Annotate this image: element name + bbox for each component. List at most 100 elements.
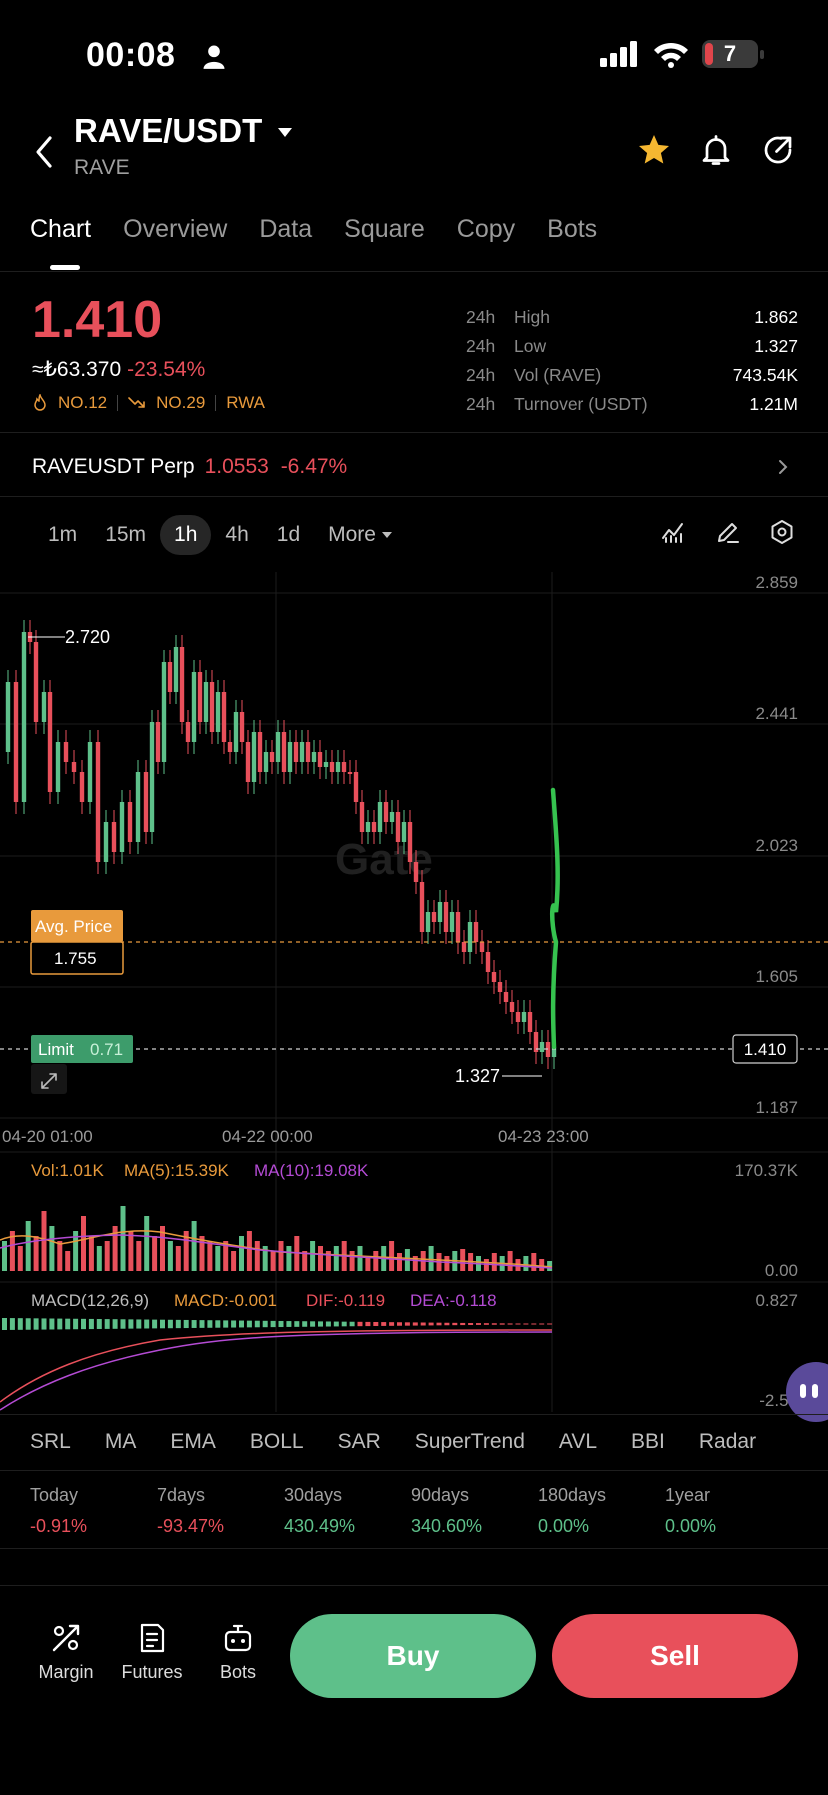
timeframe-1h[interactable]: 1h — [160, 515, 212, 555]
expand-icon[interactable] — [31, 1064, 67, 1094]
candle-body — [251, 732, 257, 782]
volume-bar — [223, 1241, 229, 1271]
volume-bar — [160, 1226, 165, 1271]
indicator-ema[interactable]: EMA — [170, 1430, 216, 1453]
volume-bar — [246, 1231, 252, 1271]
sector-tag[interactable]: RWA — [226, 393, 266, 412]
futures-label: Futures — [121, 1662, 183, 1682]
candle-body — [209, 682, 215, 732]
candle-body — [383, 802, 389, 822]
chevron-right-icon[interactable] — [776, 457, 790, 477]
timeframe-1d[interactable]: 1d — [276, 523, 301, 546]
candle-body — [111, 822, 117, 852]
volume-bar — [460, 1249, 466, 1271]
assistant-bubble[interactable] — [786, 1362, 828, 1422]
candle-body — [127, 802, 133, 842]
futures-icon — [140, 1623, 165, 1653]
candle-body — [33, 642, 39, 722]
macd-bar — [152, 1319, 158, 1329]
volume-bar — [73, 1231, 79, 1271]
macd-bar — [468, 1323, 474, 1325]
volume-bar — [318, 1246, 323, 1271]
volume-bar — [207, 1241, 213, 1271]
macd-bar — [302, 1321, 308, 1327]
tab-chart[interactable]: Chart — [30, 215, 92, 243]
indicator-boll[interactable]: BOLL — [249, 1430, 304, 1453]
timeframe-1m[interactable]: 1m — [48, 523, 78, 546]
tab-square[interactable]: Square — [344, 215, 425, 243]
back-icon[interactable] — [30, 132, 58, 172]
pair-title[interactable]: RAVE/USDT — [74, 112, 263, 149]
share-icon[interactable] — [760, 132, 796, 168]
candle-body — [521, 1012, 527, 1022]
chevron-down-icon[interactable] — [278, 128, 292, 137]
candle-body — [63, 742, 69, 762]
volume-bar — [531, 1253, 537, 1271]
timeframe-15m[interactable]: 15m — [105, 523, 147, 546]
candle-body — [491, 972, 497, 982]
divider — [0, 1470, 828, 1471]
macd-bar — [25, 1318, 31, 1330]
macd-bar — [547, 1323, 553, 1325]
price-chart[interactable]: Gate 2.859 2.441 2.023 1.605 1.187 2.720… — [0, 572, 828, 1412]
volume-bar — [17, 1246, 23, 1271]
volume-bar — [183, 1231, 189, 1271]
volume-bar — [302, 1251, 308, 1271]
time-axis-label: 04-23 23:00 — [498, 1127, 589, 1146]
rank-hot[interactable]: NO.12 — [58, 393, 108, 412]
pencil-icon[interactable] — [714, 518, 742, 546]
buy-button[interactable]: Buy — [290, 1614, 536, 1698]
candle-body — [317, 752, 323, 767]
indicator-icon[interactable] — [660, 518, 688, 546]
stats-24h: 24h High 1.862 24h Low 1.327 24h Vol (RAVE) 74… — [466, 303, 798, 419]
macd-bar — [262, 1320, 268, 1328]
tab-bots[interactable]: Bots — [547, 215, 598, 243]
sell-button[interactable]: Sell — [552, 1614, 798, 1698]
indicator-radar[interactable]: Radar — [698, 1430, 757, 1453]
tab-overview[interactable]: Overview — [123, 215, 228, 243]
candle-body — [197, 672, 203, 722]
tab-copy[interactable]: Copy — [456, 215, 516, 243]
candle-body — [185, 722, 191, 742]
fiat-value: ≈₺63.370 — [32, 358, 122, 381]
indicator-avl[interactable]: AVL — [558, 1430, 598, 1453]
bell-icon[interactable] — [698, 132, 734, 168]
rank-losers[interactable]: NO.29 — [156, 393, 206, 412]
candle-body — [143, 772, 149, 832]
tab-data[interactable]: Data — [259, 215, 313, 243]
volume-bar — [349, 1251, 355, 1271]
candle-body — [13, 682, 19, 802]
macd-bar — [318, 1321, 323, 1327]
indicator-bbi[interactable]: BBI — [631, 1430, 665, 1453]
indicator-srl[interactable]: SRL — [30, 1430, 71, 1453]
futures-button[interactable]: Futures — [112, 1622, 192, 1683]
settings-icon[interactable] — [768, 518, 796, 546]
timeframe-4h[interactable]: 4h — [225, 523, 249, 546]
bots-button[interactable]: Bots — [198, 1622, 278, 1683]
volume-bar — [412, 1256, 418, 1271]
macd-bar — [199, 1320, 205, 1328]
indicator-ma[interactable]: MA — [104, 1430, 137, 1453]
candle-body — [47, 692, 53, 792]
indicator-supertrend[interactable]: SuperTrend — [414, 1430, 525, 1453]
macd-bar — [294, 1321, 300, 1327]
volume-bar — [325, 1251, 331, 1271]
timeframe-more[interactable]: More — [314, 515, 406, 555]
star-icon[interactable] — [636, 132, 672, 168]
candle-body — [539, 1042, 545, 1052]
candle-body — [329, 762, 335, 772]
macd-bar — [310, 1321, 316, 1327]
margin-button[interactable]: Margin — [26, 1622, 106, 1683]
last-price: 1.410 — [32, 291, 163, 349]
macd-dea: DEA:-0.118 — [410, 1291, 497, 1310]
volume-bar — [523, 1256, 529, 1271]
drawn-annotation — [549, 787, 560, 1050]
macd-bar — [160, 1319, 165, 1329]
macd-bar — [33, 1318, 39, 1330]
limit-order-tag[interactable] — [31, 1035, 133, 1063]
macd-bar — [397, 1322, 402, 1326]
perp-link[interactable]: RAVEUSDT Perp 1.0553 -6.47% — [32, 455, 347, 479]
perf-item: 7days -93.47% — [157, 1485, 284, 1537]
candle-body — [431, 912, 437, 922]
indicator-sar[interactable]: SAR — [337, 1430, 381, 1453]
